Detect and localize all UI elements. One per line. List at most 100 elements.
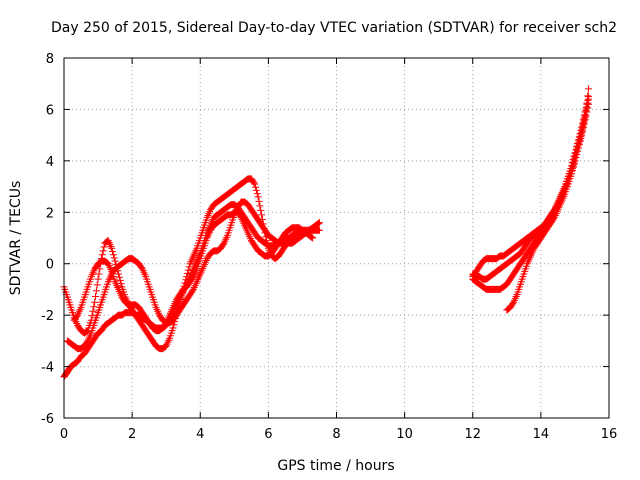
- y-tick-label: 6: [46, 103, 54, 118]
- data-point: [578, 129, 586, 137]
- x-tick-label: 0: [60, 427, 68, 442]
- axis-ticks: [63, 57, 610, 419]
- data-point: [309, 234, 317, 242]
- data-point: [581, 113, 589, 121]
- data-point: [82, 328, 90, 336]
- data-point: [579, 121, 587, 129]
- y-tick-label: 2: [46, 206, 54, 221]
- data-point: [315, 219, 323, 227]
- data-point: [580, 117, 588, 125]
- data-point: [584, 92, 592, 100]
- data-point: [108, 244, 116, 252]
- x-tick-label: 10: [396, 427, 413, 442]
- data-point: [189, 287, 197, 295]
- data-point: [219, 240, 227, 248]
- data-point: [252, 186, 260, 194]
- x-tick-label: 6: [264, 427, 272, 442]
- data-point: [92, 293, 100, 300]
- y-tick-label: 0: [46, 258, 54, 273]
- data-point: [115, 273, 123, 281]
- data-point: [314, 220, 322, 228]
- data-point: [253, 190, 261, 198]
- data-point: [256, 202, 264, 210]
- data-point: [182, 276, 190, 284]
- y-tick-label: -6: [41, 412, 54, 427]
- data-point: [573, 150, 581, 158]
- data-point: [169, 324, 177, 332]
- data-point: [185, 263, 193, 271]
- data-point: [575, 140, 583, 148]
- data-point: [264, 240, 272, 248]
- data-point: [582, 106, 590, 114]
- data-point: [91, 298, 99, 306]
- data-point: [236, 212, 244, 220]
- data-point: [258, 211, 266, 219]
- data-point: [83, 327, 91, 335]
- chart-title: Day 250 of 2015, Sidereal Day-to-day VTE…: [51, 20, 617, 36]
- y-tick-label: -4: [41, 361, 54, 376]
- data-point: [250, 179, 258, 187]
- data-point: [263, 237, 271, 245]
- data-point: [571, 157, 579, 165]
- data-point: [257, 206, 265, 214]
- data-point: [307, 233, 315, 241]
- data-point: [115, 270, 122, 278]
- data-point: [183, 269, 191, 277]
- data-point: [116, 276, 124, 284]
- data-point: [572, 154, 580, 162]
- y-tick-label: 4: [46, 155, 54, 170]
- data-point: [509, 300, 517, 308]
- data-point: [252, 183, 260, 191]
- data-points: [60, 85, 593, 381]
- x-tick-label: 2: [128, 427, 136, 442]
- data-point: [98, 251, 106, 259]
- data-point: [189, 274, 197, 282]
- data-point: [90, 303, 98, 311]
- data-point: [315, 226, 323, 234]
- data-point: [183, 273, 191, 281]
- grid: [64, 58, 609, 418]
- data-point: [111, 257, 119, 265]
- data-point: [550, 215, 558, 223]
- data-point: [100, 243, 108, 251]
- data-point: [109, 248, 117, 255]
- data-point: [579, 125, 587, 133]
- x-tick-label: 8: [332, 427, 340, 442]
- data-point: [184, 266, 192, 274]
- data-point: [585, 100, 593, 108]
- x-tick-label: 16: [601, 427, 618, 442]
- data-point: [576, 136, 584, 144]
- data-point: [83, 338, 91, 346]
- data-point: [583, 99, 591, 107]
- x-tick-label: 4: [196, 427, 204, 442]
- data-point: [585, 85, 593, 93]
- data-point: [110, 254, 118, 262]
- data-point: [315, 219, 323, 227]
- data-point: [577, 132, 585, 140]
- y-tick-labels: -6 -4 -2 0 2 4 6 8: [41, 52, 54, 427]
- data-point: [109, 251, 117, 259]
- data-point: [251, 180, 259, 188]
- data-point: [89, 307, 97, 315]
- data-point: [92, 287, 100, 295]
- data-point: [574, 144, 582, 152]
- data-point: [569, 163, 577, 171]
- data-point: [93, 281, 101, 289]
- y-tick-label: -2: [41, 309, 54, 324]
- x-axis-label: GPS time / hours: [277, 458, 394, 474]
- data-point: [568, 167, 576, 174]
- data-point: [161, 320, 169, 328]
- data-point: [570, 160, 578, 168]
- y-tick-label: 8: [46, 52, 54, 67]
- data-point: [255, 197, 263, 205]
- data-point: [95, 270, 103, 278]
- y-axis-label: SDTVAR / TECUs: [8, 181, 24, 296]
- data-point: [573, 147, 581, 155]
- x-tick-label: 14: [533, 427, 550, 442]
- data-point: [137, 264, 145, 272]
- x-tick-label: 12: [464, 427, 481, 442]
- data-point: [99, 247, 107, 255]
- data-point: [254, 193, 262, 201]
- x-tick-labels: 0 2 4 6 8 10 12 14 16: [60, 427, 617, 442]
